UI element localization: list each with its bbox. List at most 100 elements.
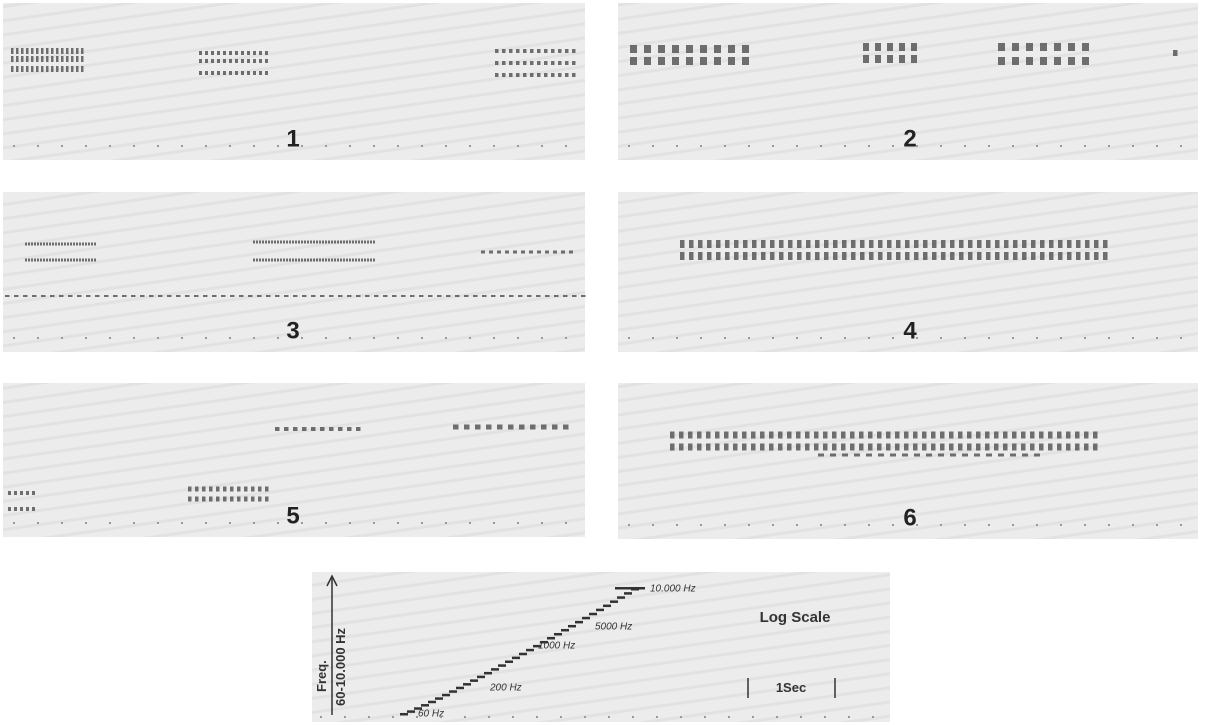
sound-mark bbox=[796, 431, 801, 439]
sound-mark bbox=[286, 240, 288, 244]
sound-mark bbox=[967, 443, 972, 451]
sound-mark bbox=[878, 252, 883, 260]
sound-mark bbox=[347, 427, 352, 431]
sound-mark bbox=[20, 507, 23, 511]
time-tick bbox=[916, 524, 918, 526]
sound-mark bbox=[824, 240, 829, 248]
time-tick bbox=[796, 145, 798, 147]
sound-mark bbox=[203, 295, 208, 297]
sound-mark bbox=[513, 250, 517, 254]
sound-mark bbox=[558, 61, 562, 65]
sound-mark bbox=[211, 71, 214, 75]
time-tick bbox=[988, 337, 990, 339]
sound-mark bbox=[446, 295, 451, 297]
sound-mark bbox=[131, 295, 136, 297]
sound-mark bbox=[284, 295, 289, 297]
sound-mark bbox=[202, 486, 206, 492]
time-tick bbox=[13, 145, 15, 147]
sound-mark bbox=[911, 55, 917, 63]
scale-step bbox=[561, 628, 569, 632]
sound-mark bbox=[185, 295, 190, 297]
sound-mark bbox=[205, 59, 208, 63]
sound-mark bbox=[985, 431, 990, 439]
sound-mark bbox=[830, 453, 836, 457]
panel-number: 6 bbox=[903, 504, 916, 531]
sound-mark bbox=[223, 496, 227, 502]
sound-mark bbox=[258, 486, 262, 492]
sound-mark bbox=[788, 240, 793, 248]
sound-mark bbox=[497, 424, 503, 430]
sound-mark bbox=[760, 443, 765, 451]
sound-mark bbox=[860, 240, 865, 248]
sound-mark bbox=[530, 424, 536, 430]
sound-mark bbox=[887, 240, 892, 248]
scale-step bbox=[526, 648, 534, 652]
sound-mark bbox=[868, 443, 873, 451]
time-tick bbox=[628, 524, 630, 526]
sound-mark bbox=[283, 240, 285, 244]
sound-mark bbox=[331, 240, 333, 244]
sound-mark bbox=[733, 431, 738, 439]
time-tick bbox=[493, 145, 495, 147]
sound-mark bbox=[265, 486, 269, 492]
panel-number: 1 bbox=[286, 125, 299, 152]
sound-mark bbox=[247, 59, 250, 63]
scale-step bbox=[589, 612, 597, 616]
sound-mark bbox=[509, 73, 513, 77]
sound-mark bbox=[1082, 43, 1089, 51]
time-tick bbox=[325, 337, 327, 339]
sound-mark bbox=[56, 56, 59, 62]
sound-mark bbox=[14, 507, 17, 511]
sound-mark bbox=[508, 424, 514, 430]
time-tick bbox=[512, 716, 514, 718]
sound-mark bbox=[850, 431, 855, 439]
sound-mark bbox=[1068, 57, 1075, 65]
time-tick bbox=[1012, 524, 1014, 526]
time-tick bbox=[344, 716, 346, 718]
sound-mark bbox=[521, 250, 525, 254]
scale-step bbox=[575, 620, 583, 624]
time-tick bbox=[820, 337, 822, 339]
sound-mark bbox=[188, 486, 192, 492]
time-tick bbox=[964, 337, 966, 339]
sound-mark bbox=[536, 295, 541, 297]
sound-mark bbox=[544, 61, 548, 65]
sound-mark bbox=[346, 240, 348, 244]
sound-mark bbox=[34, 258, 36, 262]
sound-mark bbox=[899, 43, 905, 51]
time-tick bbox=[109, 337, 111, 339]
sound-mark bbox=[68, 295, 73, 297]
sound-mark bbox=[572, 49, 576, 53]
sound-mark bbox=[41, 48, 44, 54]
panels: 1 2 3 4 5 6 bbox=[3, 3, 1198, 539]
sound-mark bbox=[1012, 443, 1017, 451]
sound-mark bbox=[280, 240, 282, 244]
sound-mark bbox=[769, 431, 774, 439]
sound-mark bbox=[1067, 252, 1072, 260]
sound-mark bbox=[519, 424, 525, 430]
sound-mark bbox=[890, 453, 896, 457]
sound-mark bbox=[46, 48, 49, 54]
sound-mark bbox=[8, 491, 11, 495]
sound-mark bbox=[502, 61, 506, 65]
sound-mark bbox=[277, 258, 279, 262]
sound-mark bbox=[361, 240, 363, 244]
sound-mark bbox=[61, 48, 64, 54]
time-tick bbox=[844, 145, 846, 147]
panel-background bbox=[3, 383, 585, 537]
sound-mark bbox=[914, 240, 919, 248]
sound-mark bbox=[331, 258, 333, 262]
sound-mark bbox=[337, 258, 339, 262]
time-tick bbox=[964, 145, 966, 147]
time-tick bbox=[844, 524, 846, 526]
time-tick bbox=[820, 524, 822, 526]
sound-mark bbox=[486, 424, 492, 430]
sound-mark bbox=[841, 443, 846, 451]
sound-mark bbox=[995, 252, 1000, 260]
sound-mark bbox=[298, 240, 300, 244]
sound-mark bbox=[851, 240, 856, 248]
sound-mark bbox=[644, 45, 651, 53]
time-tick bbox=[397, 337, 399, 339]
time-tick bbox=[1012, 337, 1014, 339]
sound-mark bbox=[482, 295, 487, 297]
